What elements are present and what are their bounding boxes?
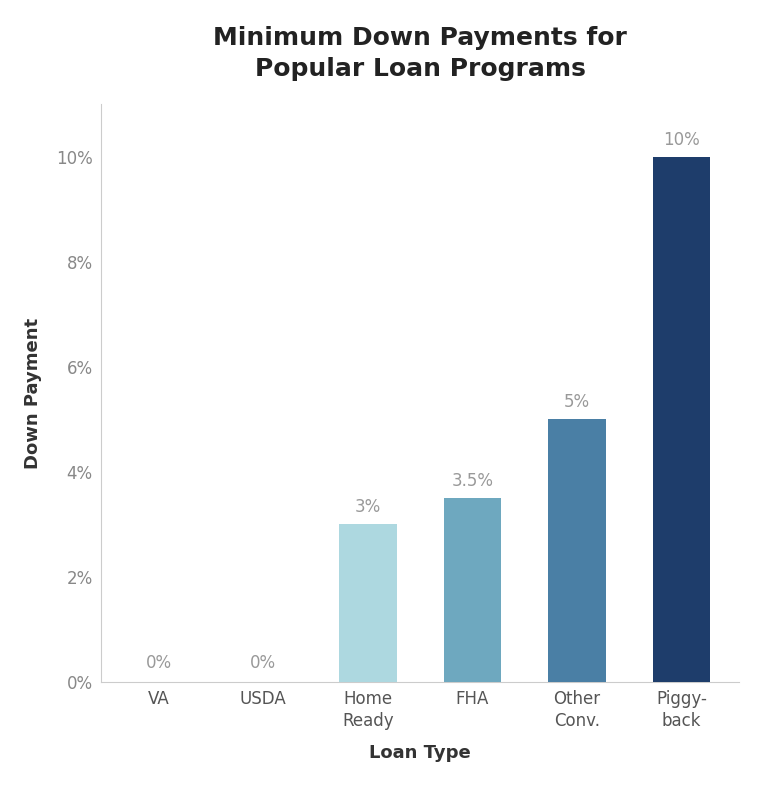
Text: 3%: 3% xyxy=(355,498,381,516)
Text: 10%: 10% xyxy=(663,131,699,149)
Y-axis label: Down Payment: Down Payment xyxy=(24,318,42,468)
Text: 0%: 0% xyxy=(251,654,276,672)
Bar xyxy=(443,498,501,682)
Bar xyxy=(653,156,710,682)
Bar xyxy=(548,419,605,682)
Text: 0%: 0% xyxy=(145,654,172,672)
X-axis label: Loan Type: Loan Type xyxy=(370,744,471,762)
Text: 3.5%: 3.5% xyxy=(451,472,493,490)
Title: Minimum Down Payments for
Popular Loan Programs: Minimum Down Payments for Popular Loan P… xyxy=(213,26,627,82)
Text: 5%: 5% xyxy=(564,393,590,411)
Bar xyxy=(339,525,397,682)
